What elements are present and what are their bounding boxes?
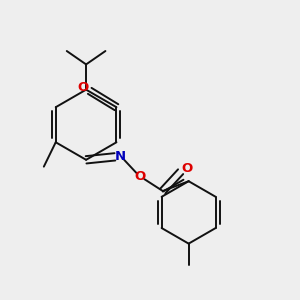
Text: N: N — [115, 150, 126, 163]
Text: O: O — [135, 170, 146, 183]
Text: O: O — [181, 162, 192, 175]
Text: O: O — [78, 81, 89, 94]
